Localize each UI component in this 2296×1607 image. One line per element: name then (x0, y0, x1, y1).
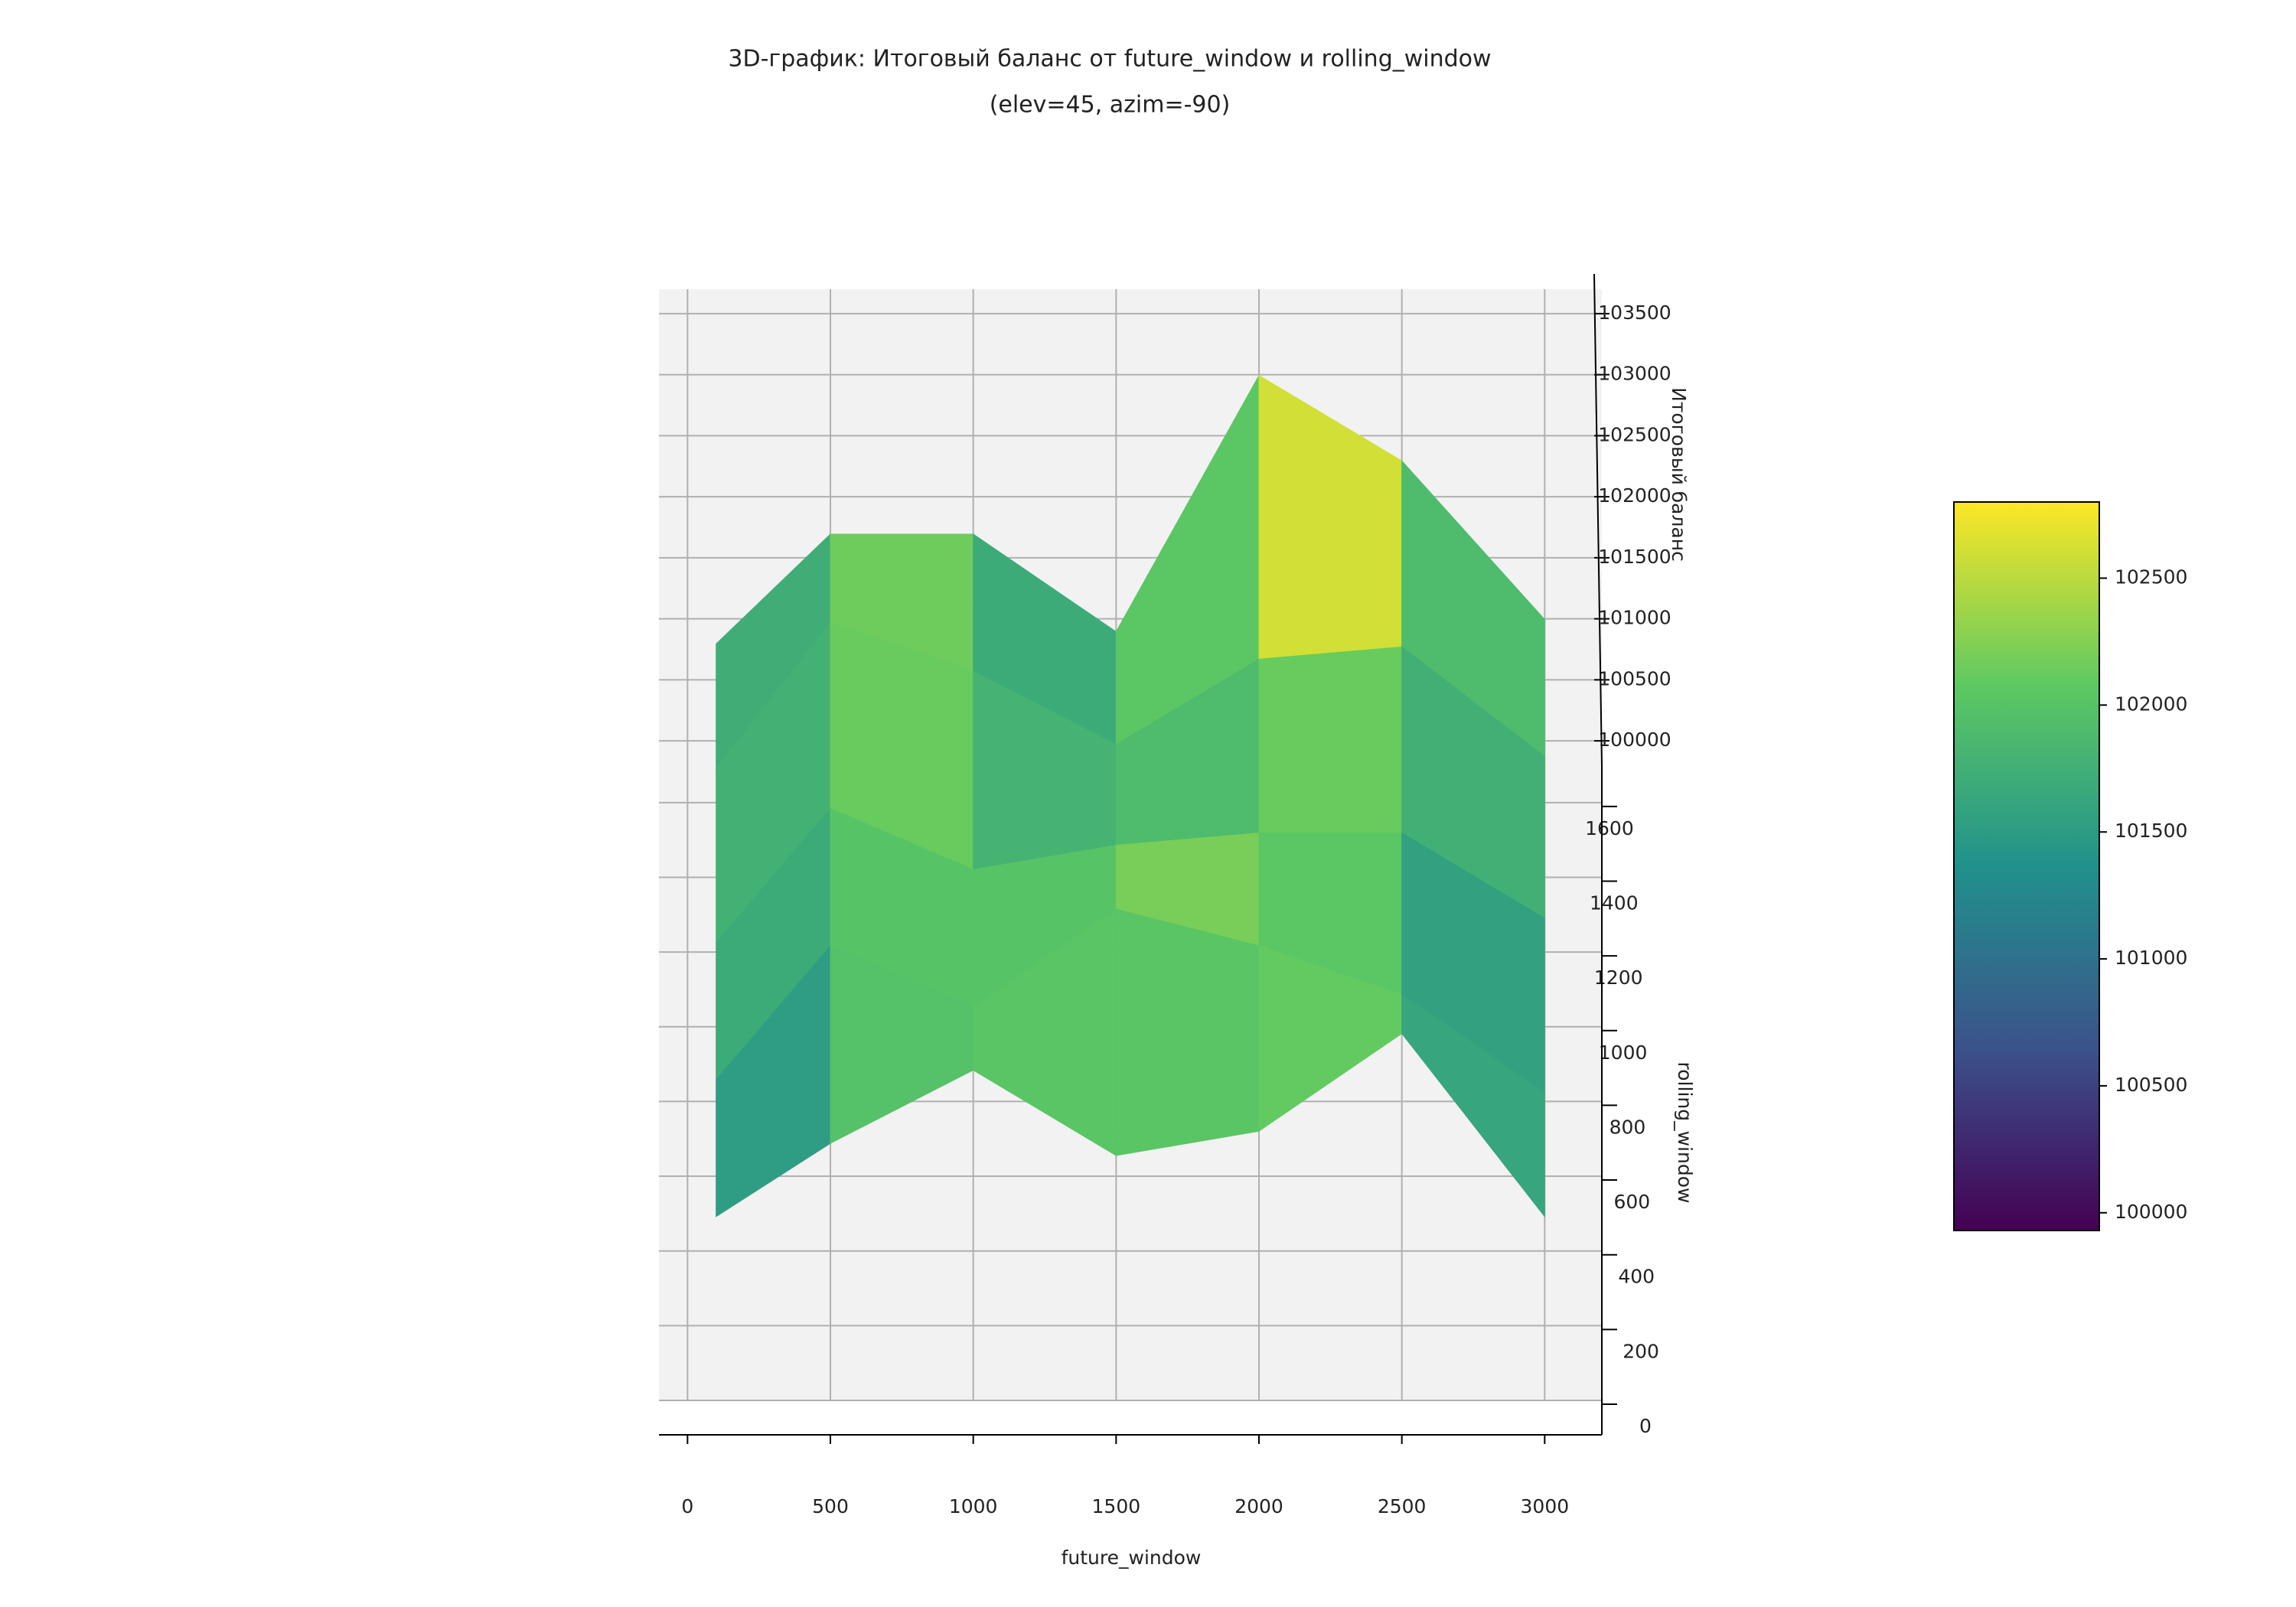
x-tick-label: 2500 (1378, 1495, 1427, 1517)
surface-face (1115, 908, 1260, 1156)
z-tick-label: 100500 (1598, 667, 1671, 689)
x-tick-label: 3000 (1521, 1495, 1570, 1517)
x-tick-label: 2000 (1234, 1495, 1283, 1517)
z-tick-label: 100000 (1598, 729, 1671, 751)
colorbar-tick-label: 100500 (2115, 1074, 2187, 1096)
colorbar-tick-label: 102000 (2115, 693, 2187, 715)
chart-subtitle: (elev=45, azim=-90) (990, 92, 1231, 119)
colorbar-tick-label: 101000 (2115, 947, 2187, 969)
colorbar-tick-label: 100000 (2115, 1201, 2187, 1223)
colorbar-tick-label: 101500 (2115, 820, 2187, 842)
z-tick-label: 103000 (1598, 363, 1671, 385)
colorbar-tick-label: 102500 (2115, 566, 2187, 588)
colorbar (1953, 501, 2100, 1231)
x-axis-label: future_window (1062, 1547, 1202, 1569)
y-tick-label: 1400 (1590, 892, 1639, 914)
surface-face (1258, 646, 1403, 834)
x-tick-label: 1000 (949, 1495, 998, 1517)
y-tick-label: 600 (1613, 1191, 1650, 1213)
y-tick-label: 800 (1609, 1116, 1646, 1138)
z-axis-line (1593, 273, 1603, 766)
y-tick-label: 0 (1639, 1415, 1652, 1437)
x-tick-label: 500 (812, 1495, 849, 1517)
z-tick-label: 101500 (1598, 546, 1671, 568)
surface-face (1401, 993, 1545, 1218)
chart-title: 3D-график: Итоговый баланс от future_win… (728, 46, 1491, 73)
x-tick-label: 1500 (1092, 1495, 1141, 1517)
y-tick-label: 1600 (1585, 817, 1634, 839)
z-axis-label: Итоговый баланс (1668, 387, 1690, 562)
x-tick-label: 0 (681, 1495, 693, 1517)
z-tick-label: 102500 (1598, 423, 1671, 445)
y-tick-label: 1000 (1599, 1041, 1648, 1064)
z-tick-label: 101000 (1598, 607, 1671, 629)
y-axis-label: rolling_window (1674, 1062, 1696, 1204)
z-tick-label: 103500 (1598, 302, 1671, 324)
y-tick-label: 400 (1618, 1266, 1655, 1288)
z-tick-label: 102000 (1598, 484, 1671, 507)
y-tick-label: 200 (1623, 1340, 1659, 1362)
